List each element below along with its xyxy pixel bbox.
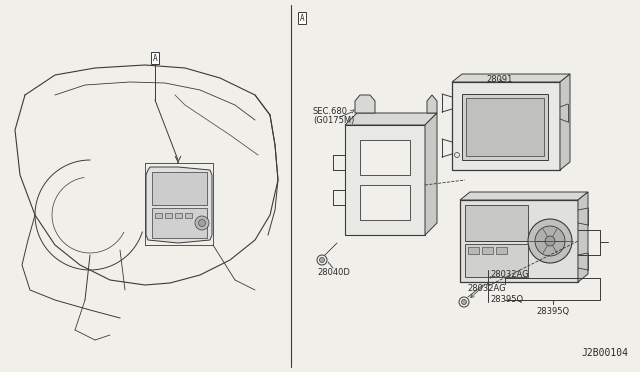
- Bar: [165, 213, 172, 218]
- Circle shape: [545, 236, 555, 246]
- Text: 28395Q: 28395Q: [536, 307, 570, 316]
- Polygon shape: [452, 74, 570, 82]
- Polygon shape: [146, 167, 212, 243]
- Polygon shape: [425, 113, 437, 235]
- Circle shape: [461, 299, 467, 305]
- Bar: [175, 213, 182, 218]
- Polygon shape: [578, 192, 588, 282]
- Text: A: A: [153, 54, 157, 62]
- Bar: [468, 247, 479, 254]
- Bar: [465, 244, 528, 277]
- Text: 28395Q: 28395Q: [490, 295, 523, 304]
- Circle shape: [528, 219, 572, 263]
- Bar: [460, 200, 578, 282]
- Bar: [496, 247, 507, 254]
- Polygon shape: [152, 208, 207, 238]
- Bar: [155, 213, 162, 218]
- Circle shape: [198, 219, 205, 227]
- Text: A: A: [300, 13, 304, 22]
- Circle shape: [195, 216, 209, 230]
- Polygon shape: [427, 95, 437, 113]
- Bar: [482, 247, 493, 254]
- Text: 28091: 28091: [487, 75, 513, 84]
- Text: SEC.680: SEC.680: [313, 107, 348, 116]
- Polygon shape: [360, 140, 410, 175]
- Bar: [462, 94, 548, 160]
- Bar: [452, 82, 560, 170]
- Polygon shape: [345, 125, 425, 235]
- Text: 28032AG: 28032AG: [468, 284, 506, 293]
- Polygon shape: [360, 185, 410, 220]
- Bar: [185, 213, 192, 218]
- Text: (G0175M): (G0175M): [313, 116, 355, 125]
- Text: 28032AG: 28032AG: [490, 270, 529, 279]
- Polygon shape: [345, 113, 437, 125]
- Text: 28040D: 28040D: [317, 268, 350, 277]
- Text: J2B00104: J2B00104: [581, 348, 628, 358]
- Polygon shape: [152, 172, 207, 205]
- Circle shape: [535, 226, 565, 256]
- Polygon shape: [355, 95, 375, 113]
- Bar: [466, 98, 544, 156]
- Circle shape: [319, 257, 324, 263]
- Polygon shape: [460, 192, 588, 200]
- Polygon shape: [560, 74, 570, 170]
- Bar: [465, 205, 528, 241]
